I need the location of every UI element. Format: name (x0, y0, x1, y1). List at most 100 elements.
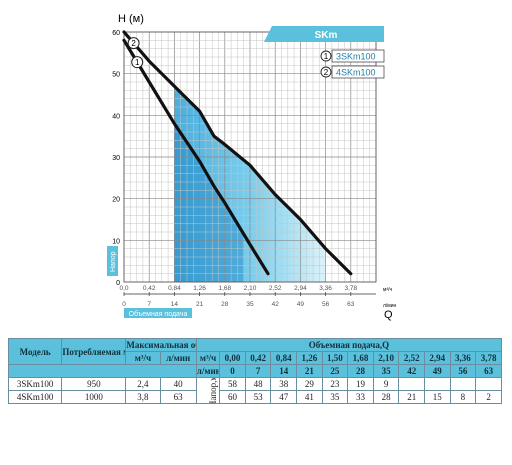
row-head-value: 23 (321, 377, 349, 391)
row-head-value (475, 377, 502, 391)
y-tick-label: 0 (116, 280, 120, 287)
y-tick-label: 60 (112, 30, 120, 37)
legend-box-2 (331, 65, 385, 79)
row-qmax-m3h: 2,4 (125, 377, 161, 391)
x-tick-label-lmin: 56 (322, 301, 330, 308)
row-head-value: 60 (219, 390, 246, 404)
header-unit-lmin: л/мин (195, 364, 221, 378)
x-axis-label: Q (384, 309, 393, 321)
chart-title: SKm (315, 30, 338, 41)
row-head-value: 58 (219, 377, 246, 391)
y-axis-label: H (м) (118, 13, 144, 25)
curve-3SKm100 (122, 38, 270, 276)
x-bottom-label: Объемная подача (129, 310, 188, 318)
header-q-m3h: 2,94 (424, 351, 451, 365)
legend-label-1: 3SKm100 (336, 52, 376, 62)
head-label: Напор,м (195, 377, 221, 404)
header-q-m3h: 0,42 (244, 351, 272, 365)
x-tick-label-lmin: 49 (297, 301, 305, 308)
legend-marker-1-label: 1 (324, 52, 329, 61)
header-q-m3h: 3,36 (449, 351, 477, 365)
header-max-unit-m3h: м³/ч (125, 351, 161, 365)
x-tick-label-lmin: 42 (272, 301, 280, 308)
curve-marker-label-1: 1 (135, 58, 140, 67)
header-q-lmin: 35 (372, 364, 400, 378)
operating-range-band-dark (174, 123, 244, 283)
plot-frame (123, 31, 377, 283)
y-tick-label: 50 (112, 72, 120, 79)
header-q-m3h: 2,10 (372, 351, 400, 365)
row-head-value: 33 (347, 390, 374, 404)
x-tick-label-lmin: 14 (171, 301, 179, 308)
header-q-lmin: 25 (321, 364, 349, 378)
row-head-value (449, 377, 477, 391)
x-tick-label-m3h: 1,26 (193, 285, 206, 292)
x-tick-label-lmin: 28 (221, 301, 229, 308)
row-model: 4SKm100 (7, 390, 63, 404)
header-q-lmin: 14 (270, 364, 298, 378)
row-head-value: 53 (244, 390, 272, 404)
legend: 1 3SKm100 2 4SKm100 (320, 49, 385, 79)
row-head-value (398, 377, 425, 391)
curve-4SKm100 (122, 30, 353, 276)
x-tick-label-lmin: 21 (196, 301, 204, 308)
header-q-lmin: 0 (219, 364, 246, 378)
y-tick-label: 30 (112, 155, 120, 162)
row-head-value: 2 (475, 390, 502, 404)
row-head-value: 15 (424, 390, 451, 404)
header-max-unit-lmin: л/мин (159, 351, 197, 365)
title-panel (264, 26, 384, 42)
header-q-lmin: 28 (347, 364, 374, 378)
header-max-flow: Максимальная объемная подача, Qmax (125, 338, 197, 352)
x-tick-label-m3h: 3,78 (344, 285, 357, 292)
y-tick-label: 20 (112, 197, 120, 204)
table-row: 3SKm100 950 2,4 40 Напор,м 58 48 38 29 2… (7, 377, 502, 404)
x-tick-label-m3h: 2,94 (294, 285, 307, 292)
x-tick-label-lmin: 63 (347, 301, 355, 308)
row-head-value (424, 377, 451, 391)
header-q-m3h: 1,68 (347, 351, 374, 365)
header-q-lmin: 42 (398, 364, 425, 378)
legend-marker-2-label: 2 (324, 68, 329, 77)
row-head-value: 48 (244, 377, 272, 391)
x-tick-label-lmin: 0 (122, 301, 126, 308)
row-power: 1000 (61, 390, 127, 404)
header-q-m3h: 0,84 (270, 351, 298, 365)
x-tick-label-m3h: 2,52 (269, 285, 282, 292)
row-head-value: 28 (372, 390, 400, 404)
table-row: 4SKm100 1000 3,8 63 60 53 47 41 35 33 28… (7, 390, 502, 404)
spec-table: Модель Потребляемая мощность (P1), Вт Ма… (7, 338, 503, 404)
curve-marker-label-2: 2 (131, 39, 136, 48)
header-q-m3h: 1,26 (296, 351, 323, 365)
header-q-m3h: 3,78 (475, 351, 502, 365)
side-label-panel (107, 246, 118, 276)
row-head-value: 41 (296, 390, 323, 404)
header-model: Модель (7, 338, 63, 365)
x-tick-label-m3h: 1,68 (218, 285, 231, 292)
x-tick-label-m3h: 0,84 (168, 285, 181, 292)
x-unit-bottom: л/мин (383, 303, 397, 309)
header-q-m3h: 0,00 (219, 351, 246, 365)
x-tick-label-m3h: 0,42 (143, 285, 156, 292)
row-head-value: 19 (347, 377, 374, 391)
row-power: 950 (61, 377, 127, 391)
row-qmax-m3h: 3,8 (125, 390, 161, 404)
legend-label-2: 4SKm100 (336, 68, 376, 78)
header-q-m3h: 1,50 (321, 351, 349, 365)
x-tick-label-lmin: 35 (246, 301, 254, 308)
header-q-lmin: 56 (449, 364, 477, 378)
y-tick-label: 40 (112, 113, 120, 120)
header-spacer (8, 364, 197, 378)
row-model: 3SKm100 (7, 377, 63, 391)
row-qmax-lmin: 63 (159, 390, 197, 404)
row-head-value: 29 (296, 377, 323, 391)
x-bottom-label-panel (124, 308, 192, 318)
header-q-lmin: 63 (475, 364, 502, 378)
header-q-lmin: 49 (424, 364, 451, 378)
side-label: Напор (110, 251, 117, 272)
header-q-lmin: 7 (244, 364, 272, 378)
header-q-m3h: 2,52 (398, 351, 425, 365)
curve-marker-2 (127, 37, 140, 50)
x-tick-label-m3h: 2,10 (244, 285, 257, 292)
